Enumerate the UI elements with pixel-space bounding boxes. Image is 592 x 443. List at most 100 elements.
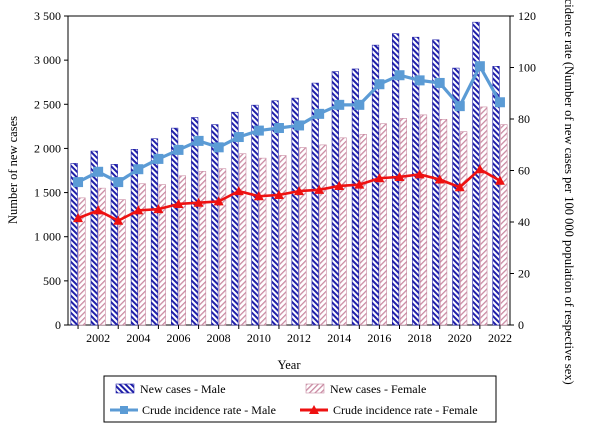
bar-new-cases-female — [158, 184, 166, 326]
bar-new-cases-female — [319, 144, 327, 326]
point-crude-rate-female — [113, 215, 124, 225]
y-tick-label: 1 500 — [34, 186, 61, 200]
y-axis-label: Number of new cases — [6, 116, 20, 224]
point-crude-rate-male — [73, 177, 84, 188]
legend-swatch-female-bar — [305, 383, 325, 394]
x-axis-label: Year — [277, 358, 301, 372]
point-crude-rate-male — [253, 125, 264, 136]
point-crude-rate-female — [73, 213, 84, 223]
bar-new-cases-male — [130, 149, 139, 326]
point-crude-rate-male — [113, 177, 124, 188]
point-crude-rate-female — [193, 197, 204, 207]
bar-new-cases-female — [178, 175, 187, 326]
legend-swatch-male-bar — [115, 383, 135, 394]
point-crude-rate-female — [294, 186, 305, 196]
point-crude-rate-male — [314, 108, 325, 119]
point-crude-rate-male — [133, 164, 144, 175]
bar-new-cases-male — [70, 163, 78, 326]
legend-label-female-bar: New cases - Female — [330, 382, 426, 396]
bar-new-cases-male — [231, 111, 239, 326]
legend-label-male-bar: New cases - Male — [140, 382, 226, 396]
bar-new-cases-female — [198, 171, 207, 326]
bar-new-cases-male — [90, 150, 98, 326]
point-crude-rate-female — [93, 205, 104, 215]
point-crude-rate-female — [374, 173, 385, 183]
line-crude-rate-female — [77, 167, 501, 223]
x-axis-ticks: 2002 2004 2006 2008 2010 2012 2014 2016 2018 2020… — [77, 325, 512, 345]
bar-new-cases-male — [351, 68, 360, 326]
lines — [73, 61, 505, 225]
point-crude-rate-male — [454, 101, 465, 112]
point-crude-rate-female — [434, 174, 445, 184]
point-crude-rate-male — [414, 75, 425, 86]
x-tick-label: 2004 — [126, 331, 150, 345]
point-crude-rate-female — [474, 164, 485, 174]
point-crude-rate-male — [213, 142, 224, 153]
x-tick-label: 2012 — [287, 331, 311, 345]
point-crude-rate-male — [233, 132, 244, 143]
point-crude-rate-female — [314, 184, 325, 194]
bar-new-cases-female — [419, 114, 428, 326]
y2-tick-label: 60 — [518, 164, 530, 178]
bar-new-cases-female — [460, 131, 468, 326]
legend-label-male-line: Crude incidence rate - Male — [142, 403, 276, 417]
bar-new-cases-male — [452, 67, 460, 326]
point-crude-rate-female — [394, 171, 405, 181]
bar-new-cases-female — [299, 147, 307, 326]
y-tick-label: 1 000 — [34, 230, 61, 244]
bar-new-cases-female — [78, 197, 86, 326]
point-crude-rate-male — [173, 144, 184, 155]
point-crude-rate-female — [233, 186, 244, 196]
left-axis-ticks: 0 500 1 000 1 500 2 000 2 500 3 000 3 500 — [34, 9, 68, 332]
legend-marker-male-line — [120, 406, 128, 414]
point-crude-rate-female — [334, 180, 345, 190]
bar-new-cases-male — [211, 124, 219, 326]
bar-new-cases-female — [239, 153, 247, 326]
y-tick-label: 2 000 — [34, 141, 61, 155]
bar-new-cases-male — [110, 164, 118, 326]
bar-new-cases-female — [399, 118, 408, 326]
bar-new-cases-female — [359, 134, 367, 326]
bar-new-cases-female — [379, 123, 387, 326]
bar-new-cases-male — [271, 100, 279, 326]
bar-new-cases-male — [150, 138, 159, 326]
point-crude-rate-female — [213, 196, 224, 206]
bar-new-cases-female — [98, 187, 106, 326]
point-crude-rate-male — [474, 61, 485, 72]
bar-new-cases-female — [439, 118, 448, 326]
point-crude-rate-male — [153, 153, 164, 164]
line-crude-rate-male — [77, 64, 502, 184]
y-tick-label: 2 500 — [34, 97, 61, 111]
x-tick-label: 2020 — [448, 331, 472, 345]
y2-tick-label: 100 — [518, 61, 536, 75]
point-crude-rate-female — [354, 179, 365, 189]
legend-marker-female-line — [309, 405, 319, 414]
point-crude-rate-female — [133, 205, 144, 215]
point-crude-rate-female — [414, 169, 425, 179]
point-crude-rate-female — [273, 189, 284, 199]
point-crude-rate-female — [153, 204, 164, 214]
point-crude-rate-male — [93, 166, 104, 177]
y-tick-label: 3 000 — [34, 53, 61, 67]
point-crude-rate-male — [394, 70, 405, 81]
bar-new-cases-female — [279, 155, 287, 326]
y2-tick-label: 0 — [518, 318, 524, 332]
point-crude-rate-male — [334, 99, 345, 110]
point-crude-rate-male — [494, 97, 505, 108]
legend-label-female-line: Crude incidence rate - Female — [333, 403, 478, 417]
bar-new-cases-male — [251, 104, 259, 326]
x-tick-label: 2008 — [207, 331, 231, 345]
legend-box — [103, 375, 497, 423]
bar-new-cases-male — [191, 117, 199, 326]
point-crude-rate-male — [374, 79, 385, 90]
y2-tick-label: 80 — [518, 112, 530, 126]
bar-new-cases-female — [480, 106, 488, 326]
bar-new-cases-male — [311, 82, 319, 326]
bar-new-cases-female — [118, 199, 126, 326]
legend: New cases - Male New cases - Female Crud… — [103, 375, 497, 423]
point-crude-rate-male — [354, 99, 365, 110]
bar-new-cases-male — [171, 127, 179, 326]
bar-new-cases-female — [259, 157, 267, 326]
bar-new-cases-female — [339, 137, 347, 326]
